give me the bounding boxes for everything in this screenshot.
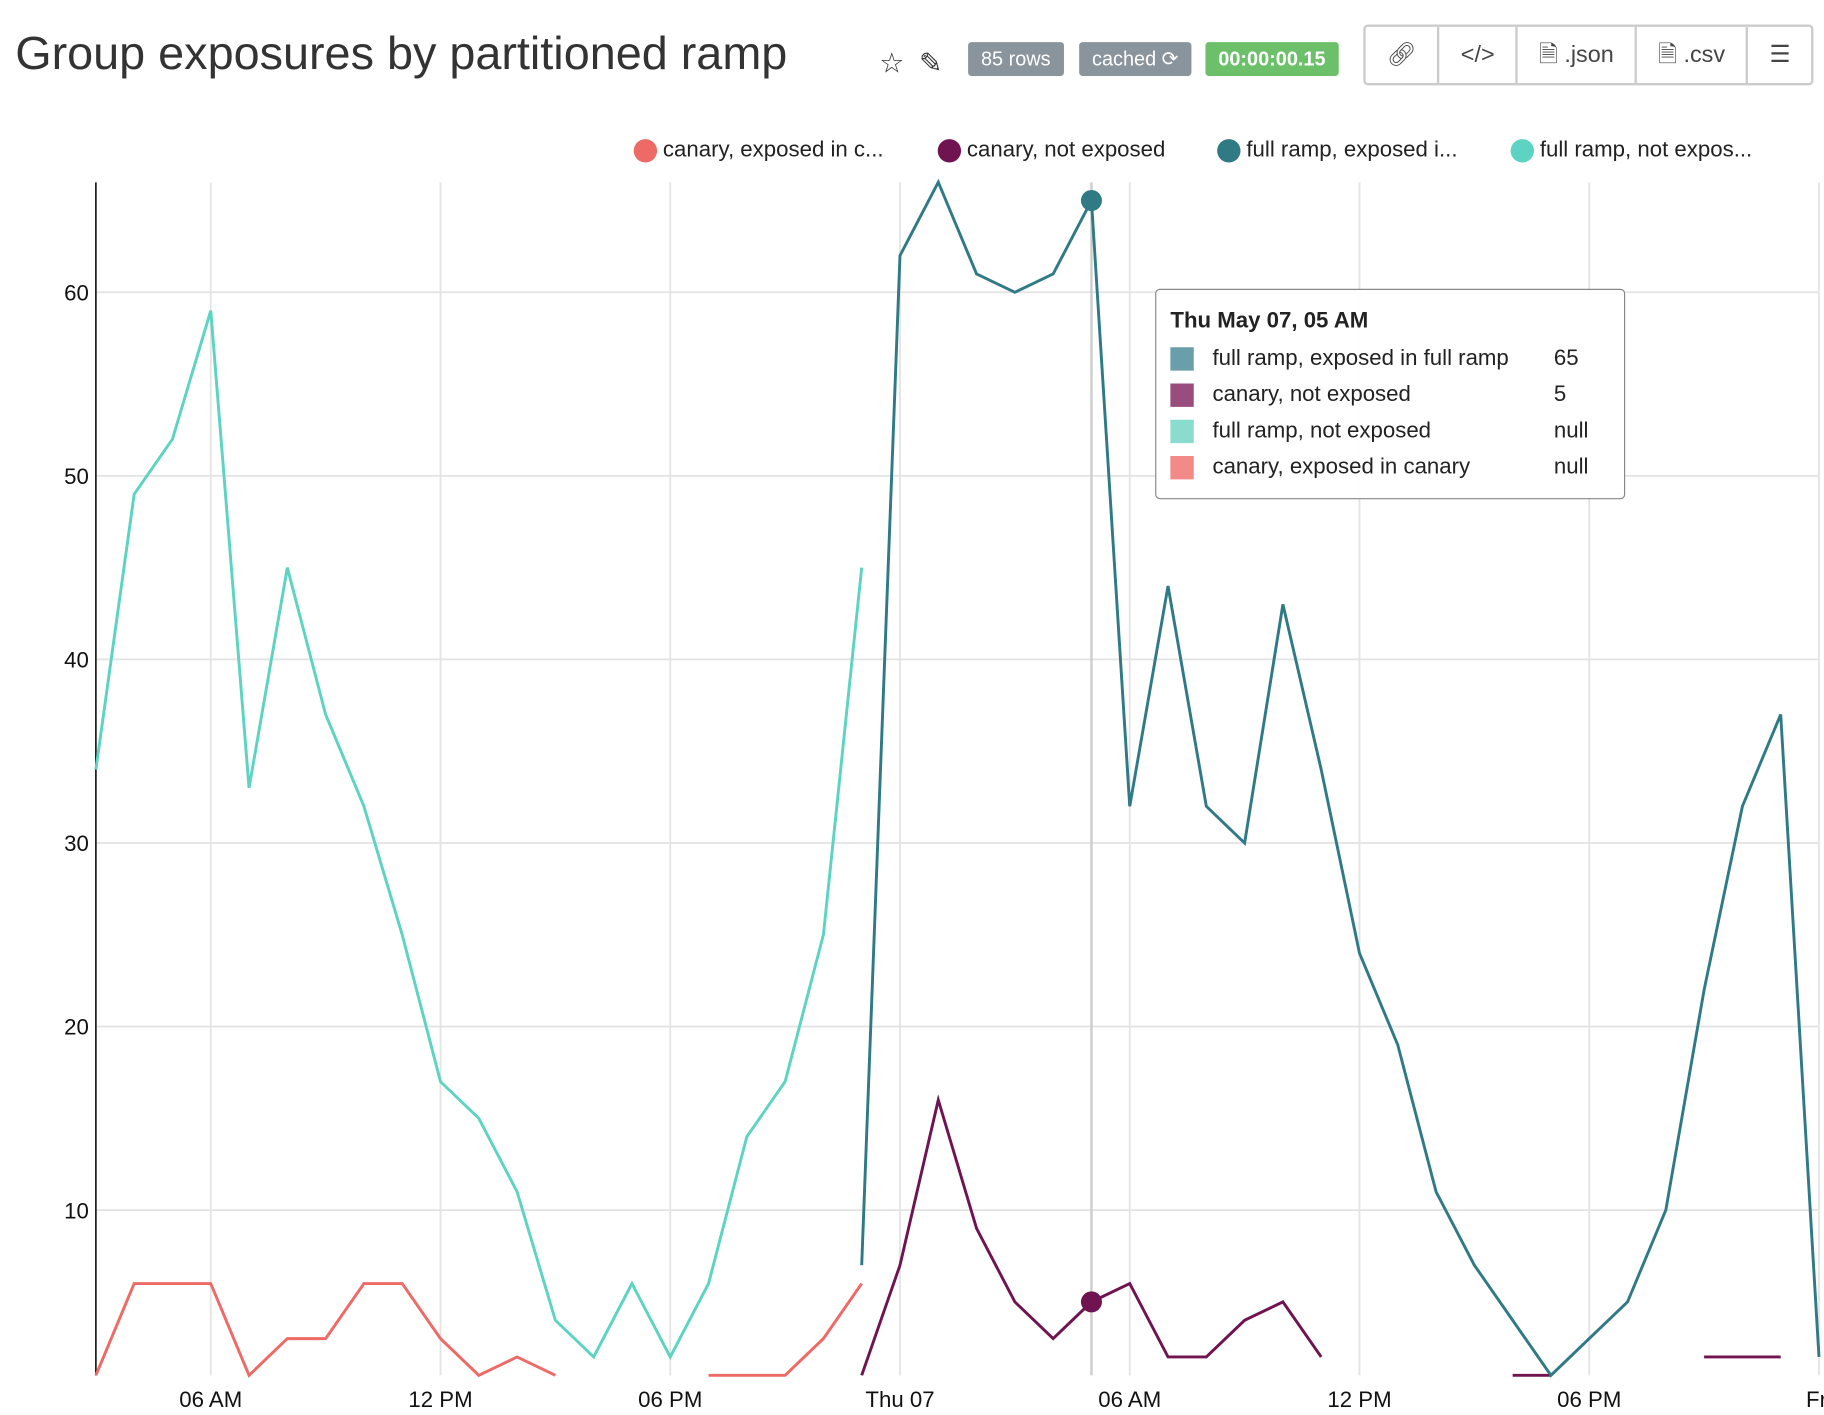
swatch-icon [1170,383,1194,407]
rows-badge: 85 rows [968,42,1064,76]
menu-button[interactable]: ☰ [1746,26,1811,84]
legend-label: full ramp, not expos... [1539,137,1753,163]
legend-item-canary-exposed[interactable]: canary, exposed in c... [633,137,884,164]
tooltip-title: Thu May 07, 05 AM [1170,308,1369,334]
legend-item-canary-not-exposed[interactable]: canary, not exposed [937,137,1166,164]
x-tick-label: 06 AM [179,1387,242,1412]
legend-item-full-exposed[interactable]: full ramp, exposed i... [1217,137,1458,164]
tooltip: Thu May 07, 05 AM full ramp, exposed in … [1155,288,1626,500]
cached-badge[interactable]: cached ⟳ [1079,42,1192,76]
tooltip-value: 5 [1553,382,1567,407]
x-tick-label: 12 PM [1327,1387,1391,1412]
edit-icon[interactable]: ✎ [918,47,943,80]
legend-dot-icon [633,139,658,163]
tooltip-label: full ramp, exposed in full ramp [1212,346,1509,371]
code-icon: </> [1460,42,1495,68]
x-tick-label: 06 PM [1557,1387,1621,1412]
csv-label: .csv [1683,42,1726,68]
tooltip-row: canary, not exposed 5 [1170,382,1614,408]
download-csv-button[interactable]: 🗎 .csv [1634,26,1746,84]
y-tick-label: 60 [64,280,89,305]
x-tick-label: Thu 07 [865,1387,934,1412]
hover-point [1080,1291,1102,1313]
legend-item-full-not-exposed[interactable]: full ramp, not expos... [1510,137,1753,164]
link-button[interactable]: 🔗︎ [1366,27,1438,83]
file-icon: 🗎 [1658,42,1684,68]
tooltip-label: canary, not exposed [1212,382,1411,407]
legend-dot-icon [937,139,962,163]
x-tick-label: 06 PM [638,1387,702,1412]
tooltip-row: canary, exposed in canary null [1170,455,1614,481]
series-line [94,310,864,1361]
y-tick-label: 30 [64,831,89,856]
duration-badge: 00:00:00.15 [1205,42,1339,76]
y-tick-label: 50 [64,464,89,489]
link-icon: 🔗︎ [1386,42,1417,68]
hover-point [1080,189,1102,212]
page-title: Group exposures by partitioned ramp [15,28,788,80]
swatch-icon [1170,455,1194,480]
tooltip-value: 65 [1553,346,1579,371]
embed-code-button[interactable]: </> [1437,26,1515,84]
file-code-icon: 🗎 [1539,42,1565,68]
legend-label: full ramp, exposed i... [1246,137,1458,163]
tooltip-value: null [1553,418,1589,444]
tooltip-row: full ramp, exposed in full ramp 65 [1170,346,1614,372]
series-line [860,178,1821,1378]
tooltip-label: canary, exposed in canary [1212,454,1471,480]
tooltip-value: null [1553,454,1589,480]
swatch-icon [1170,347,1194,371]
x-tick-label: 06 AM [1098,1387,1161,1412]
y-tick-label: 10 [64,1198,89,1223]
legend-dot-icon [1510,139,1534,163]
y-tick-label: 20 [64,1015,89,1040]
json-label: .json [1564,42,1614,68]
swatch-icon [1170,419,1194,444]
toolbar: 🔗︎ </> 🗎 .json 🗎 .csv ☰ [1363,24,1814,86]
star-icon[interactable]: ☆ [879,47,905,80]
y-tick-label: 40 [64,648,89,673]
series-line [708,1282,863,1377]
hamburger-icon: ☰ [1769,42,1791,68]
tooltip-label: full ramp, not exposed [1212,418,1432,444]
x-tick-label: Fri [1806,1387,1824,1412]
series-line [94,1282,557,1378]
legend-dot-icon [1217,139,1241,163]
legend-label: canary, exposed in c... [662,137,884,163]
tooltip-row: full ramp, not exposed null [1170,419,1614,445]
download-json-button[interactable]: 🗎 .json [1515,26,1635,84]
x-tick-label: 12 PM [408,1387,472,1412]
legend-label: canary, not exposed [966,137,1166,163]
